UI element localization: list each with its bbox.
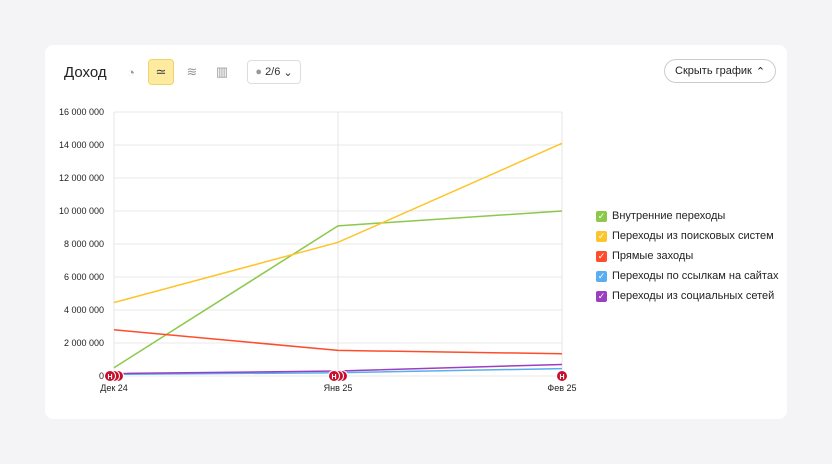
- chevron-down-icon: ⌄: [283, 66, 293, 79]
- goals-dropdown[interactable]: ● 2/6 ⌄: [247, 60, 301, 84]
- checkbox-icon[interactable]: ✓: [596, 210, 607, 222]
- checkbox-icon[interactable]: ✓: [596, 270, 607, 282]
- line-chart-icon[interactable]: ≃: [148, 59, 174, 85]
- y-tick-label: 0: [99, 371, 104, 381]
- y-tick-label: 4 000 000: [64, 305, 104, 315]
- legend-label: Переходы из социальных сетей: [612, 290, 775, 302]
- pie-chart-icon[interactable]: ◔: [127, 64, 135, 80]
- annotation-marker: [556, 370, 568, 382]
- y-tick-label: 16 000 000: [59, 107, 104, 117]
- series-line-0: [113, 210, 563, 369]
- checkbox-icon[interactable]: ✓: [596, 230, 607, 242]
- x-tick-label: Фев 25: [547, 383, 576, 393]
- series-line-2: [113, 329, 563, 355]
- annotation-marker-label: Н: [331, 374, 336, 381]
- legend-item[interactable]: ✓ Переходы по ссылкам на сайтах: [596, 266, 778, 286]
- chart-title: Доход: [64, 64, 107, 81]
- annotation-marker: [104, 370, 116, 382]
- legend-item[interactable]: ✓ Переходы из социальных сетей: [596, 286, 778, 306]
- legend-item[interactable]: ✓ Прямые заходы: [596, 246, 778, 266]
- legend-label: Переходы по ссылкам на сайтах: [612, 270, 779, 282]
- legend-label: Внутренние переходы: [612, 210, 726, 222]
- annotation-marker-label: Н: [559, 374, 564, 381]
- dropdown-value: 2/6: [265, 66, 281, 78]
- revenue-card: Доход ◔ ≃ ≋ ▥ ● 2/6 ⌄ Скрыть график ⌃ ✓ Внут…: [45, 45, 787, 419]
- x-tick-label: Дек 24: [100, 383, 128, 393]
- comment-icon: ●: [255, 66, 263, 78]
- y-tick-label: 2 000 000: [64, 338, 104, 348]
- y-tick-label: 10 000 000: [59, 206, 104, 216]
- bar-chart-icon[interactable]: ▥: [215, 64, 229, 79]
- hide-chart-label: Скрыть график: [675, 65, 752, 77]
- stacked-area-icon[interactable]: ≋: [186, 64, 198, 79]
- legend-item[interactable]: ✓ Переходы из поисковых систем: [596, 226, 778, 246]
- annotation-marker: [328, 370, 340, 382]
- y-tick-label: 12 000 000: [59, 173, 104, 183]
- legend: ✓ Внутренние переходы ✓ Переходы из поисков…: [596, 206, 778, 306]
- checkbox-icon[interactable]: ✓: [596, 290, 607, 302]
- chevron-up-icon: ⌃: [755, 65, 766, 78]
- legend-label: Переходы из поисковых систем: [612, 230, 774, 242]
- annotation-marker-label: Н: [107, 374, 112, 381]
- y-tick-label: 14 000 000: [59, 140, 104, 150]
- checkbox-icon[interactable]: ✓: [596, 250, 607, 262]
- legend-label: Прямые заходы: [612, 250, 694, 262]
- legend-item[interactable]: ✓ Внутренние переходы: [596, 206, 778, 226]
- x-tick-label: Янв 25: [324, 383, 353, 393]
- hide-chart-button[interactable]: Скрыть график ⌃: [664, 59, 777, 83]
- y-tick-label: 8 000 000: [64, 239, 104, 249]
- series-line-1: [113, 142, 563, 304]
- y-tick-label: 6 000 000: [64, 272, 104, 282]
